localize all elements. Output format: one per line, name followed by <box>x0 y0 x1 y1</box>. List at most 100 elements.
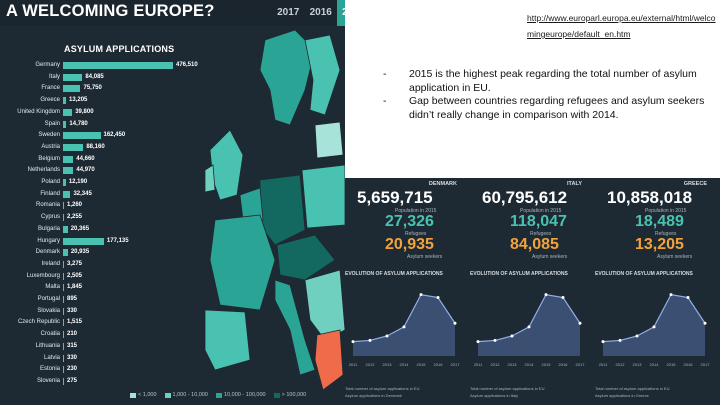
asylum-row: France 75,750 <box>0 83 230 94</box>
asylum-value: 84,085 <box>85 73 104 80</box>
legend-swatch <box>273 392 280 398</box>
chart-point <box>544 293 548 297</box>
note-dash: - <box>383 95 387 107</box>
population-value: 10,858,018 <box>607 188 693 207</box>
chart-point <box>436 296 440 300</box>
chart-legend-total: Total number of asylum applications in E… <box>470 386 545 391</box>
asylum-row: United Kingdom 39,800 <box>0 107 230 118</box>
country-label: Bulgaria <box>37 225 60 232</box>
map-baltics <box>314 121 344 159</box>
asylum-bar <box>63 307 64 315</box>
refugees-label: Refugees <box>655 231 677 237</box>
chart-point <box>669 293 673 297</box>
asylum-value: 75,750 <box>83 85 102 92</box>
chart-point <box>385 334 389 338</box>
evolution-chart: 2011 2012 2013 2014 2015 2016 2017 <box>474 293 585 367</box>
asylum-row: Hungary 177,135 <box>0 236 230 247</box>
asylum-bar <box>63 179 66 186</box>
europe-map[interactable] <box>205 30 345 405</box>
x-tick-label: 2017 <box>451 362 461 367</box>
asylum-bar <box>63 85 81 93</box>
notes-panel: http://www.europarl.europa.eu/external/h… <box>345 0 720 178</box>
chart-point <box>527 325 531 329</box>
asylum-value: 1,515 <box>67 319 83 326</box>
x-tick-label: 2015 <box>667 362 677 367</box>
map-legend: < 1,000 1,000 - 10,000 10,000 - 100,000 > 1… <box>130 392 306 398</box>
legend-item: < 1,000 <box>130 392 157 398</box>
chart-point <box>419 293 423 297</box>
asylum-bar <box>63 97 67 105</box>
asylum-value: 44,660 <box>76 155 95 162</box>
asylum-value: 20,365 <box>70 225 90 232</box>
note-text: 2015 is the highest peak regarding the t… <box>409 68 697 94</box>
asylum-row: Germany 476,510 <box>0 60 230 71</box>
map-balkans <box>304 269 345 341</box>
legend-label: 10,000 - 100,000 <box>224 392 266 398</box>
asylum-row: Austria 88,160 <box>0 142 230 153</box>
x-tick-label: 2016 <box>684 362 694 367</box>
country-label: Netherlands <box>27 167 60 174</box>
asylum-value: 476,510 <box>176 62 198 68</box>
asylum-value: 39,800 <box>75 108 94 115</box>
asylum-bar <box>63 366 64 374</box>
asylum-value: 895 <box>67 296 78 302</box>
asylum-value: 162,450 <box>103 132 126 139</box>
country-label: Spain <box>44 120 60 127</box>
note-dash: - <box>383 68 387 80</box>
x-tick-label: 2012 <box>491 362 501 367</box>
year-tab-2016[interactable]: 2016 <box>309 7 332 18</box>
source-link[interactable]: http://www.europarl.europa.eu/external/h… <box>527 13 716 39</box>
asylum-value: 32,345 <box>73 190 92 197</box>
population-label: Population in 2015 <box>395 208 437 214</box>
chart-area <box>478 294 580 356</box>
asylum-value: 13,205 <box>69 97 88 104</box>
asylum-bar <box>63 132 101 140</box>
year-tab-2017[interactable]: 2017 <box>277 7 300 18</box>
map-greece <box>314 329 344 391</box>
evolution-title: EVOLUTION OF ASYLUM APPLICATIONS <box>470 271 568 277</box>
chart-point <box>510 334 514 338</box>
country-label: Estonia <box>39 366 60 373</box>
asylum-bar <box>63 120 67 128</box>
chart-point <box>351 340 355 344</box>
asylum-bar <box>63 319 64 327</box>
asylum-bar <box>63 143 84 151</box>
asylum-row: Malta 1,845 <box>0 282 230 293</box>
asylum-row: Bulgaria 20,365 <box>0 224 230 235</box>
denmark-card: DENMARK 5,659,715 Population in 2015 27,326… <box>345 178 465 405</box>
asylum-value: 3,275 <box>67 260 83 267</box>
country-label: Ireland <box>41 260 60 267</box>
asylum-applications-title: ASYLUM APPLICATIONS <box>64 44 175 54</box>
x-tick-label: 2017 <box>701 362 711 367</box>
asylum-row: Luxembourg 2,505 <box>0 271 230 282</box>
refugees-value: 118,047 <box>510 213 567 230</box>
country-label: Romania <box>35 202 60 209</box>
asylum-value: 88,160 <box>86 143 105 150</box>
asylum-row: Romania 1,260 <box>0 200 230 211</box>
asylum-row: Lithuania 315 <box>0 341 230 352</box>
x-tick-label: 2014 <box>525 362 535 367</box>
chart-point <box>618 338 622 342</box>
chart-legend-country: Asylum applications in Italy <box>470 393 519 398</box>
asylum-bar <box>63 354 64 362</box>
asylum-value: 2,255 <box>67 214 83 221</box>
asylum-bar <box>63 155 74 163</box>
country-label: Poland <box>41 179 60 185</box>
chart-point <box>652 325 656 329</box>
asylum-bar <box>63 167 74 175</box>
asylum-row: Czech Republic 1,515 <box>0 317 230 328</box>
asylum-seekers-value: 84,085 <box>510 236 559 253</box>
site-title: A WELCOMING EUROPE? <box>6 2 215 20</box>
refugees-value: 18,489 <box>635 213 684 230</box>
chart-legend-country: Asylum applications in Greece <box>595 393 649 398</box>
note-text: Gap between countries regarding refugees… <box>409 95 705 121</box>
asylum-bar <box>63 108 73 116</box>
asylum-bar <box>63 296 64 303</box>
asylum-seekers-label: Asylum seekers <box>657 254 693 260</box>
country-label: Luxembourg <box>26 272 60 279</box>
x-tick-label: 2014 <box>400 362 410 367</box>
note-item: - 2015 is the highest peak regarding the… <box>383 68 713 95</box>
country-label: Slovakia <box>37 307 60 314</box>
chart-point <box>453 321 457 325</box>
refugees-label: Refugees <box>530 231 552 237</box>
